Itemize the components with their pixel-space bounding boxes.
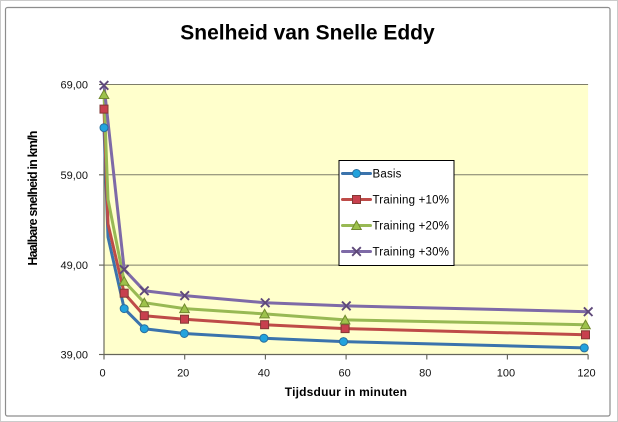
svg-text:49,00: 49,00 [60,260,88,272]
svg-text:39,00: 39,00 [60,350,88,362]
svg-text:69,00: 69,00 [60,80,88,92]
svg-text:Basis: Basis [373,169,402,181]
svg-text:60: 60 [338,368,350,380]
svg-text:Training +20%: Training +20% [373,221,450,233]
svg-text:20: 20 [177,368,189,380]
svg-text:59,00: 59,00 [60,170,88,182]
svg-text:Training +10%: Training +10% [373,195,450,207]
svg-text:80: 80 [419,368,431,380]
svg-text:40: 40 [258,368,270,380]
svg-text:100: 100 [497,368,515,380]
svg-text:Snelheid van Snelle Eddy: Snelheid van Snelle Eddy [180,22,435,45]
svg-text:Training +30%: Training +30% [373,247,450,259]
svg-text:120: 120 [577,368,595,380]
svg-text:0: 0 [99,368,105,380]
svg-text:Tijdsduur in minuten: Tijdsduur in minuten [285,385,407,399]
svg-text:Haalbare snelheid in km/h: Haalbare snelheid in km/h [26,131,40,265]
